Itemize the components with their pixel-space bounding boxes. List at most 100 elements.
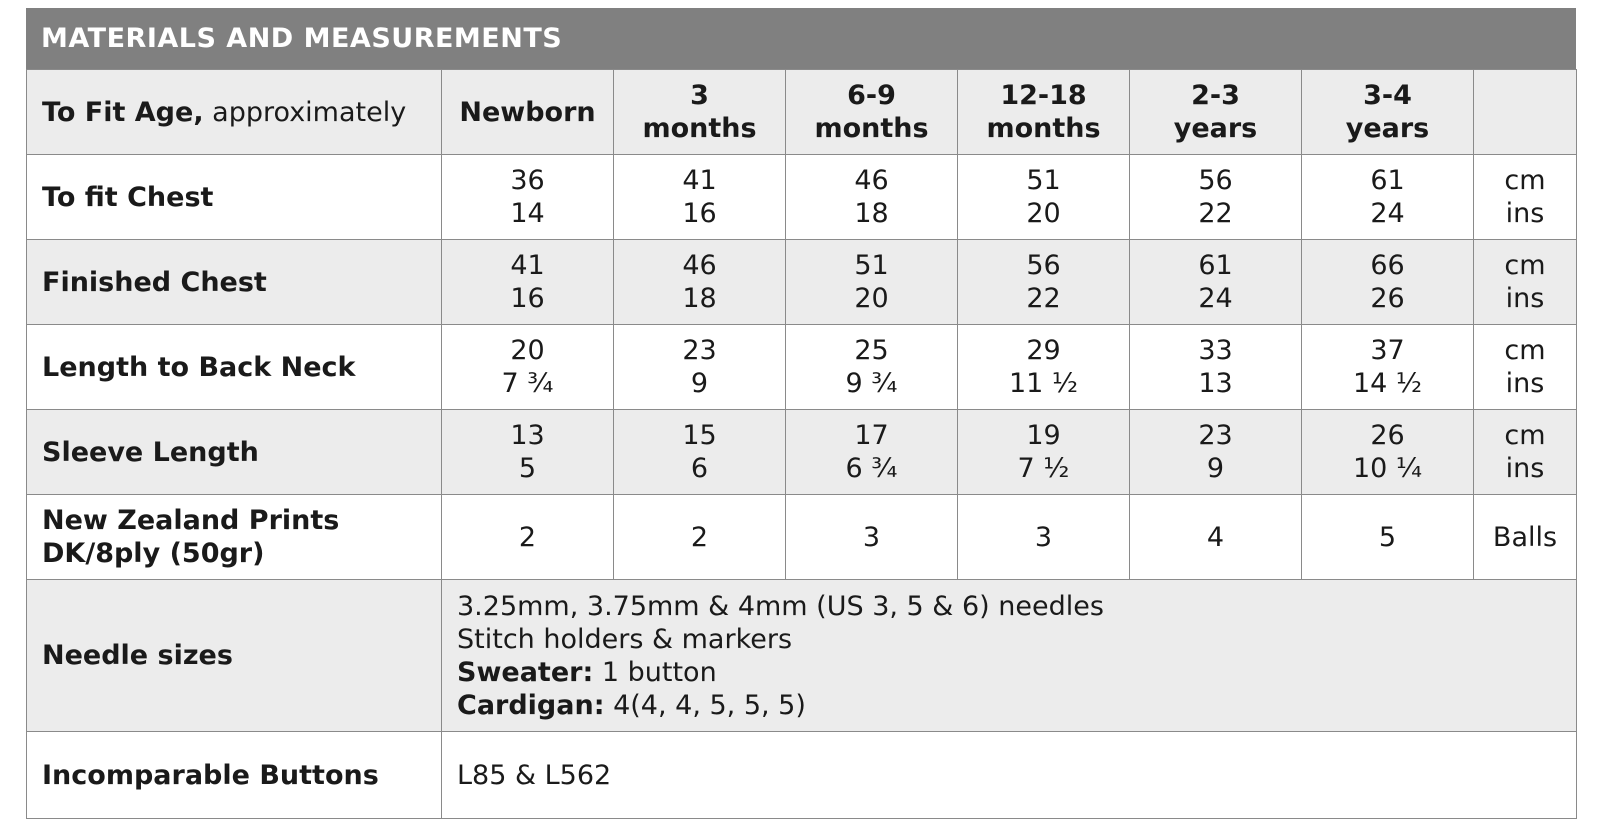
value: 11 ½	[1008, 368, 1079, 399]
line-bold: Sweater:	[457, 656, 594, 688]
row-label: Needle sizes	[26, 579, 442, 732]
value: 20	[510, 335, 545, 366]
unit: ins	[1505, 198, 1545, 229]
value: 3	[1034, 521, 1053, 553]
row-label: New Zealand Prints DK/8ply (50gr)	[26, 494, 442, 580]
value: 23	[682, 335, 717, 366]
value-cell: 20 7 ¾	[441, 324, 614, 410]
line-bold: Cardigan:	[457, 689, 605, 721]
value: 22	[1198, 198, 1233, 229]
buttons-cell: L85 & L562	[441, 731, 1577, 819]
value: 26	[1370, 283, 1405, 314]
label-line: Sleeve Length	[42, 436, 259, 468]
header-row: To Fit Age, approximately Newborn 3 months 6…	[26, 69, 1577, 155]
value: 2	[690, 521, 709, 553]
value: 56	[1026, 250, 1061, 281]
size-header: 2-3 years	[1129, 69, 1302, 155]
value-cell: 25 9 ¾	[785, 324, 958, 410]
value: 25	[854, 335, 889, 366]
value-cell: 5	[1301, 494, 1474, 580]
unit-cell: cm ins	[1473, 239, 1577, 325]
line-text: Stitch holders & markers	[457, 623, 793, 655]
size-line: years	[1173, 113, 1258, 144]
value: 6	[690, 453, 709, 484]
value: 66	[1370, 250, 1405, 281]
size-line: 6-9	[847, 80, 896, 111]
needle-line: Cardigan: 4(4, 4, 5, 5, 5)	[457, 689, 1561, 722]
value: 19	[1026, 420, 1061, 451]
materials-table: MATERIALS AND MEASUREMENTS To Fit Age, a…	[26, 8, 1577, 819]
value: 14	[510, 198, 545, 229]
value: 16	[682, 198, 717, 229]
size-line: months	[814, 113, 929, 144]
unit: ins	[1505, 368, 1545, 399]
value: 24	[1370, 198, 1405, 229]
value: 17	[854, 420, 889, 451]
value: 20	[1026, 198, 1061, 229]
row-label: Length to Back Neck	[26, 324, 442, 410]
value: 33	[1198, 335, 1233, 366]
unit-cell: cm ins	[1473, 324, 1577, 410]
unit-cell: Balls	[1473, 494, 1577, 580]
line-text: 1 button	[601, 656, 717, 688]
row-label: Incomparable Buttons	[26, 731, 442, 819]
value: 14 ½	[1352, 368, 1423, 399]
label-bold: To Fit Age,	[42, 96, 204, 128]
label-line: Length to Back Neck	[42, 351, 356, 383]
label-rest: approximately	[212, 96, 407, 128]
value: 41	[510, 250, 545, 281]
value-cell: 46 18	[613, 239, 786, 325]
unit: cm	[1504, 165, 1546, 196]
value: 46	[682, 250, 717, 281]
needle-line: Stitch holders & markers	[457, 623, 1561, 656]
label-line: To fit Chest	[42, 181, 214, 213]
measure-row: Sleeve Length 13 5 15 6 17 6 ¾ 19 7 ½ 23 9 26 10 ¼ cm…	[26, 409, 1577, 495]
size-header: 3-4 years	[1301, 69, 1474, 155]
unit-header	[1473, 69, 1577, 155]
value: 5	[518, 453, 537, 484]
value-cell: 4	[1129, 494, 1302, 580]
value: 9	[690, 368, 709, 399]
value: 13	[510, 420, 545, 451]
unit: cm	[1504, 335, 1546, 366]
value-cell: 23 9	[1129, 409, 1302, 495]
value-cell: 2	[613, 494, 786, 580]
label-line: Finished Chest	[42, 266, 267, 298]
value: 3	[862, 521, 881, 553]
measure-row: Finished Chest 41 16 46 18 51 20 56 22 61 24 66 26 cm…	[26, 239, 1577, 325]
value-cell: 29 11 ½	[957, 324, 1130, 410]
value-cell: 23 9	[613, 324, 786, 410]
table-title: MATERIALS AND MEASUREMENTS	[26, 8, 1576, 69]
size-header: 6-9 months	[785, 69, 958, 155]
value-cell: 56 22	[1129, 154, 1302, 240]
value-cell: 46 18	[785, 154, 958, 240]
value-cell: 33 13	[1129, 324, 1302, 410]
value: 41	[682, 165, 717, 196]
header-label: To Fit Age, approximately	[26, 69, 442, 155]
value: 10 ¼	[1352, 453, 1423, 484]
value-cell: 61 24	[1129, 239, 1302, 325]
needle-line: 3.25mm, 3.75mm & 4mm (US 3, 5 & 6) needl…	[457, 590, 1561, 623]
value: 9 ¾	[845, 368, 898, 399]
unit: ins	[1505, 453, 1545, 484]
value: 22	[1026, 283, 1061, 314]
line-text: 3.25mm, 3.75mm & 4mm (US 3, 5 & 6) needl…	[457, 590, 1104, 622]
value: 18	[854, 198, 889, 229]
needles-cell: 3.25mm, 3.75mm & 4mm (US 3, 5 & 6) needl…	[441, 579, 1577, 732]
table: To Fit Age, approximately Newborn 3 months 6…	[26, 69, 1577, 819]
measure-row: Length to Back Neck 20 7 ¾ 23 9 25 9 ¾ 29 11 ½ 33…	[26, 324, 1577, 410]
value-cell: 2	[441, 494, 614, 580]
value: 16	[510, 283, 545, 314]
size-line: years	[1345, 113, 1430, 144]
unit: ins	[1505, 283, 1545, 314]
value: 61	[1198, 250, 1233, 281]
value: 9	[1206, 453, 1225, 484]
value-cell: 3	[785, 494, 958, 580]
value-cell: 36 14	[441, 154, 614, 240]
value: 6 ¾	[845, 453, 898, 484]
size-line: 3-4	[1363, 80, 1412, 111]
value-cell: 15 6	[613, 409, 786, 495]
value: 20	[854, 283, 889, 314]
value-cell: 3	[957, 494, 1130, 580]
